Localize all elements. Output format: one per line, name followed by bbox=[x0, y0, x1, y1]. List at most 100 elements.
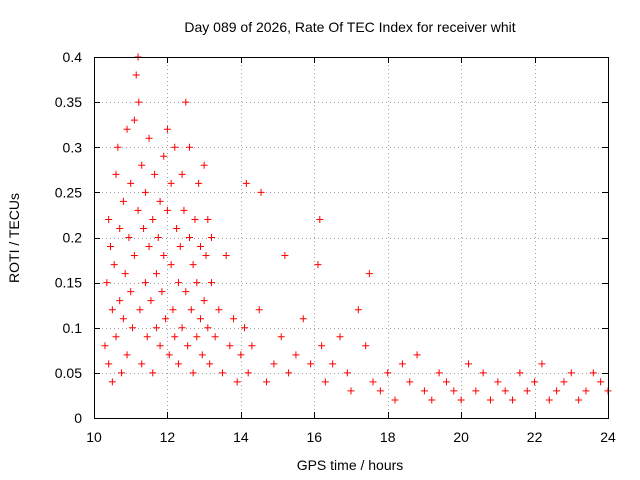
data-point bbox=[204, 215, 212, 223]
data-point bbox=[171, 333, 179, 341]
data-point bbox=[336, 333, 344, 341]
data-point bbox=[114, 143, 122, 151]
data-point bbox=[123, 125, 131, 133]
data-point bbox=[147, 297, 155, 305]
data-point bbox=[182, 98, 190, 106]
data-point bbox=[318, 342, 326, 350]
data-point bbox=[237, 351, 245, 359]
x-tick-label: 14 bbox=[233, 429, 249, 445]
data-point bbox=[211, 333, 219, 341]
data-point bbox=[152, 270, 160, 278]
data-point bbox=[174, 279, 182, 287]
data-point bbox=[248, 342, 256, 350]
data-point bbox=[141, 279, 149, 287]
data-point bbox=[193, 279, 201, 287]
data-point bbox=[182, 288, 190, 296]
data-point bbox=[316, 215, 324, 223]
data-point bbox=[241, 324, 249, 332]
data-point bbox=[110, 261, 118, 269]
data-point bbox=[575, 396, 583, 404]
data-point bbox=[184, 342, 192, 350]
data-point bbox=[376, 387, 384, 395]
data-point bbox=[457, 396, 465, 404]
data-point bbox=[347, 387, 355, 395]
data-point bbox=[487, 396, 495, 404]
data-point bbox=[116, 297, 124, 305]
data-point bbox=[163, 206, 171, 214]
data-point bbox=[299, 315, 307, 323]
data-point bbox=[538, 360, 546, 368]
data-point bbox=[442, 378, 450, 386]
data-point bbox=[156, 197, 164, 205]
data-point bbox=[196, 243, 204, 251]
data-point bbox=[125, 234, 133, 241]
data-point bbox=[230, 315, 238, 323]
data-point bbox=[185, 234, 193, 241]
data-point bbox=[597, 378, 605, 386]
data-point bbox=[219, 369, 226, 377]
data-point bbox=[509, 396, 517, 404]
data-point bbox=[215, 306, 223, 314]
data-point bbox=[354, 306, 362, 314]
y-tick-label: 0.4 bbox=[63, 49, 83, 65]
data-point bbox=[103, 279, 111, 287]
data-point bbox=[435, 369, 443, 377]
data-point bbox=[398, 360, 406, 368]
data-point bbox=[119, 197, 127, 205]
data-point bbox=[105, 360, 113, 368]
data-point bbox=[138, 161, 146, 169]
data-point bbox=[384, 369, 392, 377]
data-points bbox=[101, 53, 612, 404]
y-tick-labels: 0 0.05 0.1 0.15 0.2 0.25 0.3 0.35 0.4 bbox=[55, 49, 82, 426]
y-tick-label: 0.1 bbox=[63, 320, 83, 336]
y-tick-label: 0.3 bbox=[63, 139, 83, 155]
data-point bbox=[406, 378, 414, 386]
data-point bbox=[545, 396, 553, 404]
data-point bbox=[158, 288, 166, 296]
grid-lines bbox=[94, 57, 608, 418]
chart-title: Day 089 of 2026, Rate Of TEC Index for r… bbox=[184, 19, 515, 35]
data-point bbox=[244, 369, 252, 377]
data-point bbox=[343, 369, 351, 377]
x-tick-label: 24 bbox=[600, 429, 616, 445]
data-point bbox=[187, 306, 195, 314]
data-point bbox=[206, 360, 214, 368]
data-point bbox=[132, 71, 140, 79]
data-point bbox=[127, 179, 135, 187]
data-point bbox=[143, 333, 151, 341]
data-point bbox=[202, 252, 210, 260]
data-point bbox=[136, 306, 144, 314]
data-point bbox=[180, 206, 188, 214]
data-point bbox=[531, 378, 539, 386]
data-point bbox=[160, 152, 168, 160]
data-point bbox=[176, 243, 184, 251]
data-point bbox=[173, 224, 181, 232]
data-point bbox=[567, 369, 575, 377]
y-tick-label: 0.25 bbox=[55, 184, 82, 200]
data-point bbox=[189, 369, 197, 377]
data-point bbox=[196, 315, 204, 323]
data-point bbox=[369, 378, 377, 386]
x-tick-label: 20 bbox=[453, 429, 469, 445]
x-tick-labels: 10 12 14 16 18 20 22 24 bbox=[86, 429, 616, 445]
x-tick-label: 22 bbox=[527, 429, 543, 445]
data-point bbox=[222, 252, 230, 260]
data-point bbox=[129, 324, 137, 332]
data-point bbox=[226, 342, 234, 350]
data-point bbox=[134, 206, 142, 214]
y-tick-label: 0.05 bbox=[55, 365, 82, 381]
data-point bbox=[185, 143, 193, 151]
data-point bbox=[154, 234, 162, 241]
data-point bbox=[479, 369, 487, 377]
data-point bbox=[135, 98, 143, 106]
data-point bbox=[108, 378, 116, 386]
data-point bbox=[123, 351, 131, 359]
data-point bbox=[516, 369, 524, 377]
data-point bbox=[169, 306, 177, 314]
data-point bbox=[200, 297, 208, 305]
data-point bbox=[151, 170, 159, 178]
data-point bbox=[167, 261, 175, 269]
data-point bbox=[165, 351, 173, 359]
x-axis-label: GPS time / hours bbox=[297, 457, 404, 473]
data-point bbox=[145, 243, 153, 251]
